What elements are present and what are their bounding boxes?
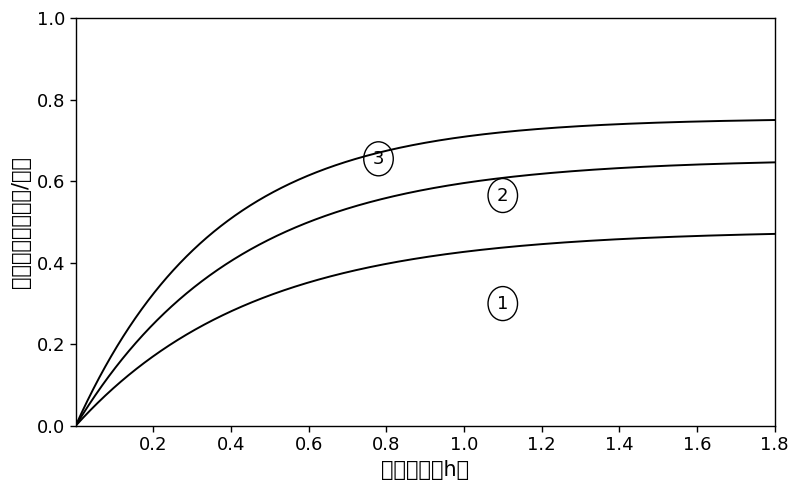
Text: 3: 3 <box>373 150 384 168</box>
Text: 2: 2 <box>497 187 509 205</box>
Y-axis label: 吸氢量（大气压升/克）: 吸氢量（大气压升/克） <box>11 156 31 288</box>
Text: 1: 1 <box>497 295 509 313</box>
X-axis label: 充氢时间（h）: 充氢时间（h） <box>381 460 469 480</box>
